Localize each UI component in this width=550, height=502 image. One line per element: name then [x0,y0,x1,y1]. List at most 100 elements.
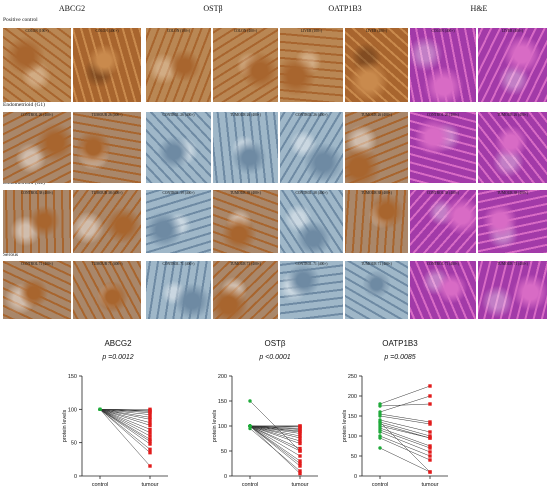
micrograph-panel: CONTROL 26 (400×) [3,112,71,183]
tumour-point [428,402,432,406]
tumour-point [298,441,302,446]
panel-caption: CONTROL 26 (400×) [162,113,195,117]
pair-line [99,409,151,415]
panel-caption: TUMOUR 71 (400×) [497,262,528,266]
y-tick-label: 150 [348,414,357,420]
micrograph-panel: CONTROL 39 (400×) [146,190,211,253]
y-axis-label: protein levels [62,410,68,443]
x-tick-label: tumour [291,482,308,488]
header-abcg2: ABCG2 [58,4,86,13]
tumour-point [148,447,152,452]
x-tick-label: tumour [421,482,438,488]
micrograph-image [345,112,408,183]
panel-caption: CONTROL 71 (400×) [295,262,328,266]
tumour-point [148,442,152,446]
tumour-point [298,459,302,463]
micrograph-image [73,112,141,183]
tumour-point [298,446,302,451]
chart-abcg2: 0 50 100 150 protein levels control tumour [62,374,168,488]
control-point [378,404,382,408]
panel-caption: CONTROL 38 (400×) [20,191,54,195]
pair-line [249,425,301,474]
pair-line [99,409,151,450]
panel-caption: COLON (100×) [166,29,191,33]
tumour-point [148,434,152,438]
micrograph-image [280,112,343,183]
pair-line [249,425,301,442]
micrograph-panel: TUMOUR 26 (400×) [345,112,408,183]
micrograph-image [213,261,278,319]
control-point [248,399,252,403]
tumour-point [148,412,152,417]
pair-line [249,425,301,467]
tumour-point [428,454,432,458]
micrograph-image [410,190,476,253]
micrograph-panel: CONTROL 26 (400×) [146,112,211,183]
panel-caption: LIVER (100×) [300,29,323,33]
pair-line [249,425,301,452]
tumour-point [298,471,302,476]
y-tick-label: 50 [351,454,357,460]
micrograph-image [280,28,343,102]
pair-line [379,423,431,439]
micrograph-image [345,261,408,319]
panel-caption: CONTROL 38 (400×) [426,191,460,195]
micrograph-image [213,112,278,183]
pair-line [379,421,431,473]
micrograph-panel: TUMOUR 26 (400×) [213,112,278,183]
panel-caption: CONTROL 26 (400×) [295,113,328,117]
x-tick-label: tumour [141,482,158,488]
pair-line [99,409,151,467]
micrograph-panel: CONTROL 71 (400×) [146,261,211,319]
panel-caption: TUMOUR 26 (400×) [361,113,392,117]
control-point [378,436,382,440]
micrograph-panel: CONTROL 38 (400×) [410,190,476,253]
micrograph-image [478,261,547,319]
pair-line [99,409,151,426]
control-point [378,430,382,434]
micrograph-image [345,190,408,253]
tumour-point [298,431,302,436]
y-tick-label: 0 [74,474,77,480]
pair-line [99,409,151,418]
control-point [378,414,382,418]
header-he: H&E [470,4,488,13]
tumour-point [428,450,432,454]
pair-line [379,419,431,433]
micrograph-panel: CONTROL 38 (400×) [280,190,343,253]
pair-line [379,385,431,405]
y-axis-label: protein levels [342,410,348,443]
pair-line [99,409,151,413]
micrograph-image [73,28,141,102]
row-label-serous: Serous [3,252,18,258]
tumour-point [428,434,432,438]
y-axis-label: protein levels [212,410,218,443]
micrograph-panel: TUMOUR 26 (400×) [478,112,547,183]
micrograph-panel: CONTROL 26 (400×) [280,112,343,183]
panel-caption: TUMOUR 38 (400×) [91,191,123,195]
y-tick-label: 100 [68,407,77,413]
panel-caption: LIVER (400×) [365,29,388,33]
tumour-point [148,410,152,415]
panel-caption: CONTROL 71 (400×) [426,262,460,266]
tumour-point [148,464,152,468]
pair-line [379,421,431,437]
tumour-point [428,384,432,388]
tumour-point [148,427,152,432]
pair-line [249,425,301,437]
tumour-point [298,454,302,458]
y-tick-label: 150 [68,374,77,380]
panel-caption: TUMOUR 71 (400×) [361,262,392,266]
panel-caption: TUMOUR 26 (400×) [91,113,123,117]
micrograph-panel: CONTROL 38 (400×) [3,190,71,253]
panel-caption: CONTROL 71 (400×) [20,262,54,266]
tumour-point [298,434,302,438]
panel-caption: COLON (100×) [25,29,49,33]
header-ostb: OSTβ [203,4,223,13]
control-point [378,420,382,424]
pair-line [379,435,431,457]
panel-caption: COLON (400×) [95,29,119,33]
y-tick-label: 200 [348,394,357,400]
y-tick-label: 0 [354,474,357,480]
micrograph-image [3,112,71,183]
